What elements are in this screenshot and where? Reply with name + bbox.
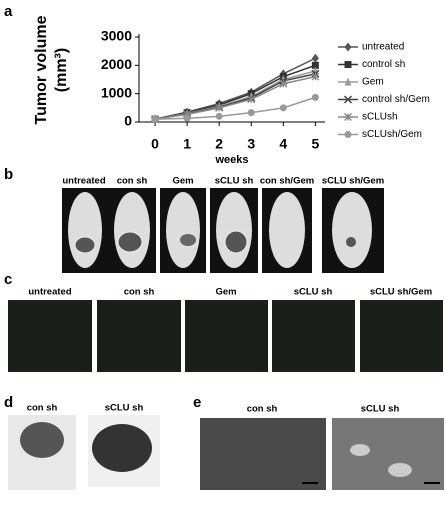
image-label: con sh	[117, 176, 148, 187]
legend-label: sCLUsh	[362, 112, 398, 123]
image-label: con sh	[27, 403, 58, 414]
x-tick-label: 1	[183, 136, 191, 152]
series-line	[154, 64, 316, 120]
image-label: sCLU sh/Gem	[322, 176, 384, 187]
legend-label: control sh/Gem	[362, 94, 430, 105]
panel-letter: a	[4, 3, 13, 20]
histology-images	[8, 300, 443, 372]
y-tick-label: 1000	[101, 84, 132, 100]
series-line	[154, 57, 316, 120]
image-label: con sh	[124, 287, 155, 298]
image-label: Gem	[172, 176, 193, 187]
x-tick-label: 0	[151, 136, 159, 152]
section-images	[200, 418, 444, 490]
y-tick-label: 0	[124, 113, 132, 129]
x-tick-label: 4	[279, 136, 287, 152]
x-axis-label: weeks	[214, 154, 248, 166]
image-label: sCLU sh	[361, 404, 400, 415]
mouse-images	[62, 188, 384, 273]
y-tick-label: 2000	[101, 56, 132, 72]
series-line	[154, 75, 316, 120]
image-label: sCLU sh/Gem	[370, 287, 432, 298]
image-label: sCLU sh	[294, 287, 333, 298]
y-tick-label: 3000	[101, 28, 132, 44]
marker	[215, 103, 224, 112]
image-label: con sh/Gem	[260, 176, 314, 187]
panel-letter: b	[4, 166, 13, 183]
image-label: Gem	[215, 287, 236, 298]
marker	[279, 79, 288, 88]
x-tick-label: 5	[311, 136, 319, 152]
x-tick-label: 3	[247, 136, 255, 152]
marker	[311, 93, 319, 101]
marker	[247, 109, 255, 117]
panel-letter: c	[4, 271, 12, 288]
panel-letter: d	[4, 394, 13, 411]
marker	[183, 114, 191, 122]
tumor-photos	[8, 415, 160, 490]
series-line	[154, 73, 316, 120]
y-axis-label: (mm³)	[53, 48, 70, 92]
image-label: untreated	[62, 176, 105, 187]
marker	[344, 113, 352, 121]
image-label: untreated	[28, 287, 71, 298]
legend-label: control sh	[362, 59, 405, 70]
legend-label: Gem	[362, 77, 384, 88]
marker	[151, 115, 159, 123]
series-line	[155, 96, 316, 120]
marker	[215, 112, 223, 120]
marker	[311, 72, 320, 81]
marker	[344, 61, 352, 68]
marker	[344, 77, 352, 86]
panel-letter: e	[193, 394, 201, 411]
x-tick-label: 2	[215, 136, 223, 152]
marker	[247, 95, 256, 104]
legend-label: sCLUsh/Gem	[362, 129, 422, 140]
image-label: con sh	[247, 404, 278, 415]
marker	[344, 42, 352, 52]
legend-label: untreated	[362, 42, 404, 53]
marker	[311, 61, 319, 69]
image-label: sCLU sh	[215, 176, 254, 187]
marker	[344, 131, 352, 138]
image-label: sCLU sh	[105, 403, 144, 414]
marker	[279, 104, 287, 112]
series-line	[154, 70, 316, 120]
marker	[311, 53, 319, 63]
marker	[343, 95, 353, 104]
y-axis-label: Tumor volume	[33, 15, 50, 124]
